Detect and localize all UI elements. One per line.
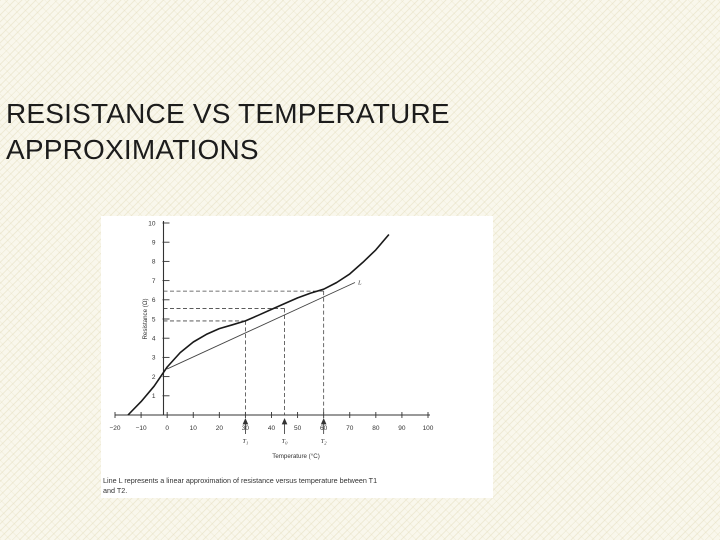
caption-line-1: Line L represents a linear approximation… [103, 476, 378, 485]
y-tick-label: 8 [152, 259, 156, 266]
marker-label: T1 [243, 438, 249, 446]
temperature-marker-t1: T1 [242, 418, 249, 446]
marker-arrow [320, 418, 327, 434]
y-tick-label: 5 [152, 316, 156, 323]
marker-arrow [242, 418, 249, 434]
y-axis-label: Resistance (Ω) [142, 298, 149, 339]
caption-line-2: and T2. [103, 486, 128, 495]
marker-label: T2 [321, 438, 327, 446]
y-tick-label: 4 [152, 336, 156, 343]
slide-title-line-2: APPROXIMATIONS [6, 134, 259, 165]
y-tick-label: 7 [152, 278, 156, 285]
figure-caption: Line L represents a linear approximation… [103, 476, 491, 496]
y-tick-label: 2 [152, 374, 156, 381]
y-tick-label: 10 [148, 220, 156, 227]
temperature-marker-t2: T2 [320, 418, 327, 446]
chart-figure: −20−10010203040506070809010012345678910T… [101, 216, 493, 498]
y-tick-label: 6 [152, 297, 156, 304]
linear-approximation-line [166, 282, 356, 370]
y-tick-label: 3 [152, 355, 156, 362]
x-tick-label: 80 [372, 425, 380, 432]
x-tick-label: −10 [136, 425, 147, 432]
x-tick-label: 20 [216, 425, 224, 432]
x-tick-label: −20 [109, 425, 120, 432]
slide-title: RESISTANCE VS TEMPERATURE APPROXIMATIONS [6, 96, 606, 168]
x-tick-label: 0 [165, 425, 169, 432]
y-tick-label: 1 [152, 393, 156, 400]
x-tick-label: 40 [268, 425, 276, 432]
x-tick-label: 50 [294, 425, 302, 432]
y-tick-label: 9 [152, 240, 156, 247]
resistance-temperature-chart: −20−10010203040506070809010012345678910T… [109, 220, 434, 460]
marker-label: T0 [282, 438, 288, 446]
x-tick-label: 70 [346, 425, 354, 432]
x-axis-label: Temperature (°C) [272, 453, 320, 460]
line-l-label: L [357, 280, 362, 287]
resistance-curve [127, 233, 390, 416]
slide-title-line-1: RESISTANCE VS TEMPERATURE [6, 98, 450, 129]
temperature-marker-t0: T0 [281, 418, 288, 446]
x-tick-label: 100 [423, 425, 434, 432]
marker-arrow [281, 418, 288, 434]
x-tick-label: 90 [398, 425, 406, 432]
x-tick-label: 10 [190, 425, 198, 432]
